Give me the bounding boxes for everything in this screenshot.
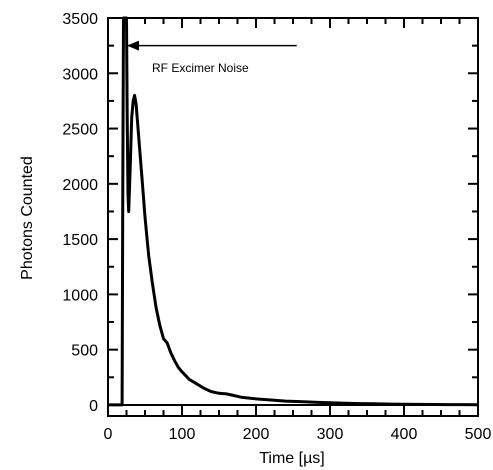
y-tick-label: 1000 [62, 287, 98, 304]
x-tick-label: 0 [104, 426, 113, 443]
axis-tick-labels: 0 100 200 300 400 500 0 500 1000 1500 2000 2500 3000… [62, 11, 491, 443]
x-tick-label: 200 [243, 426, 270, 443]
photon-count-series-line [108, 16, 479, 407]
x-tick-label: 500 [465, 426, 492, 443]
y-tick-label: 500 [71, 343, 98, 360]
x-tick-label: 300 [317, 426, 344, 443]
x-tick-label: 100 [169, 426, 196, 443]
y-tick-label: 0 [89, 398, 98, 415]
y-tick-label: 3000 [62, 66, 98, 83]
y-tick-label: 2000 [62, 177, 98, 194]
y-tick-label: 3500 [62, 11, 98, 28]
plot-frame [107, 17, 479, 417]
axis-ticks [107, 17, 479, 416]
x-axis-title: Time [µs] [259, 450, 325, 467]
annotation-rf-excimer-noise: RF Excimer Noise [152, 61, 249, 75]
y-axis-title: Photons Counted [19, 156, 36, 280]
y-tick-label: 1500 [62, 232, 98, 249]
x-tick-label: 400 [391, 426, 418, 443]
y-tick-label: 2500 [62, 122, 98, 139]
